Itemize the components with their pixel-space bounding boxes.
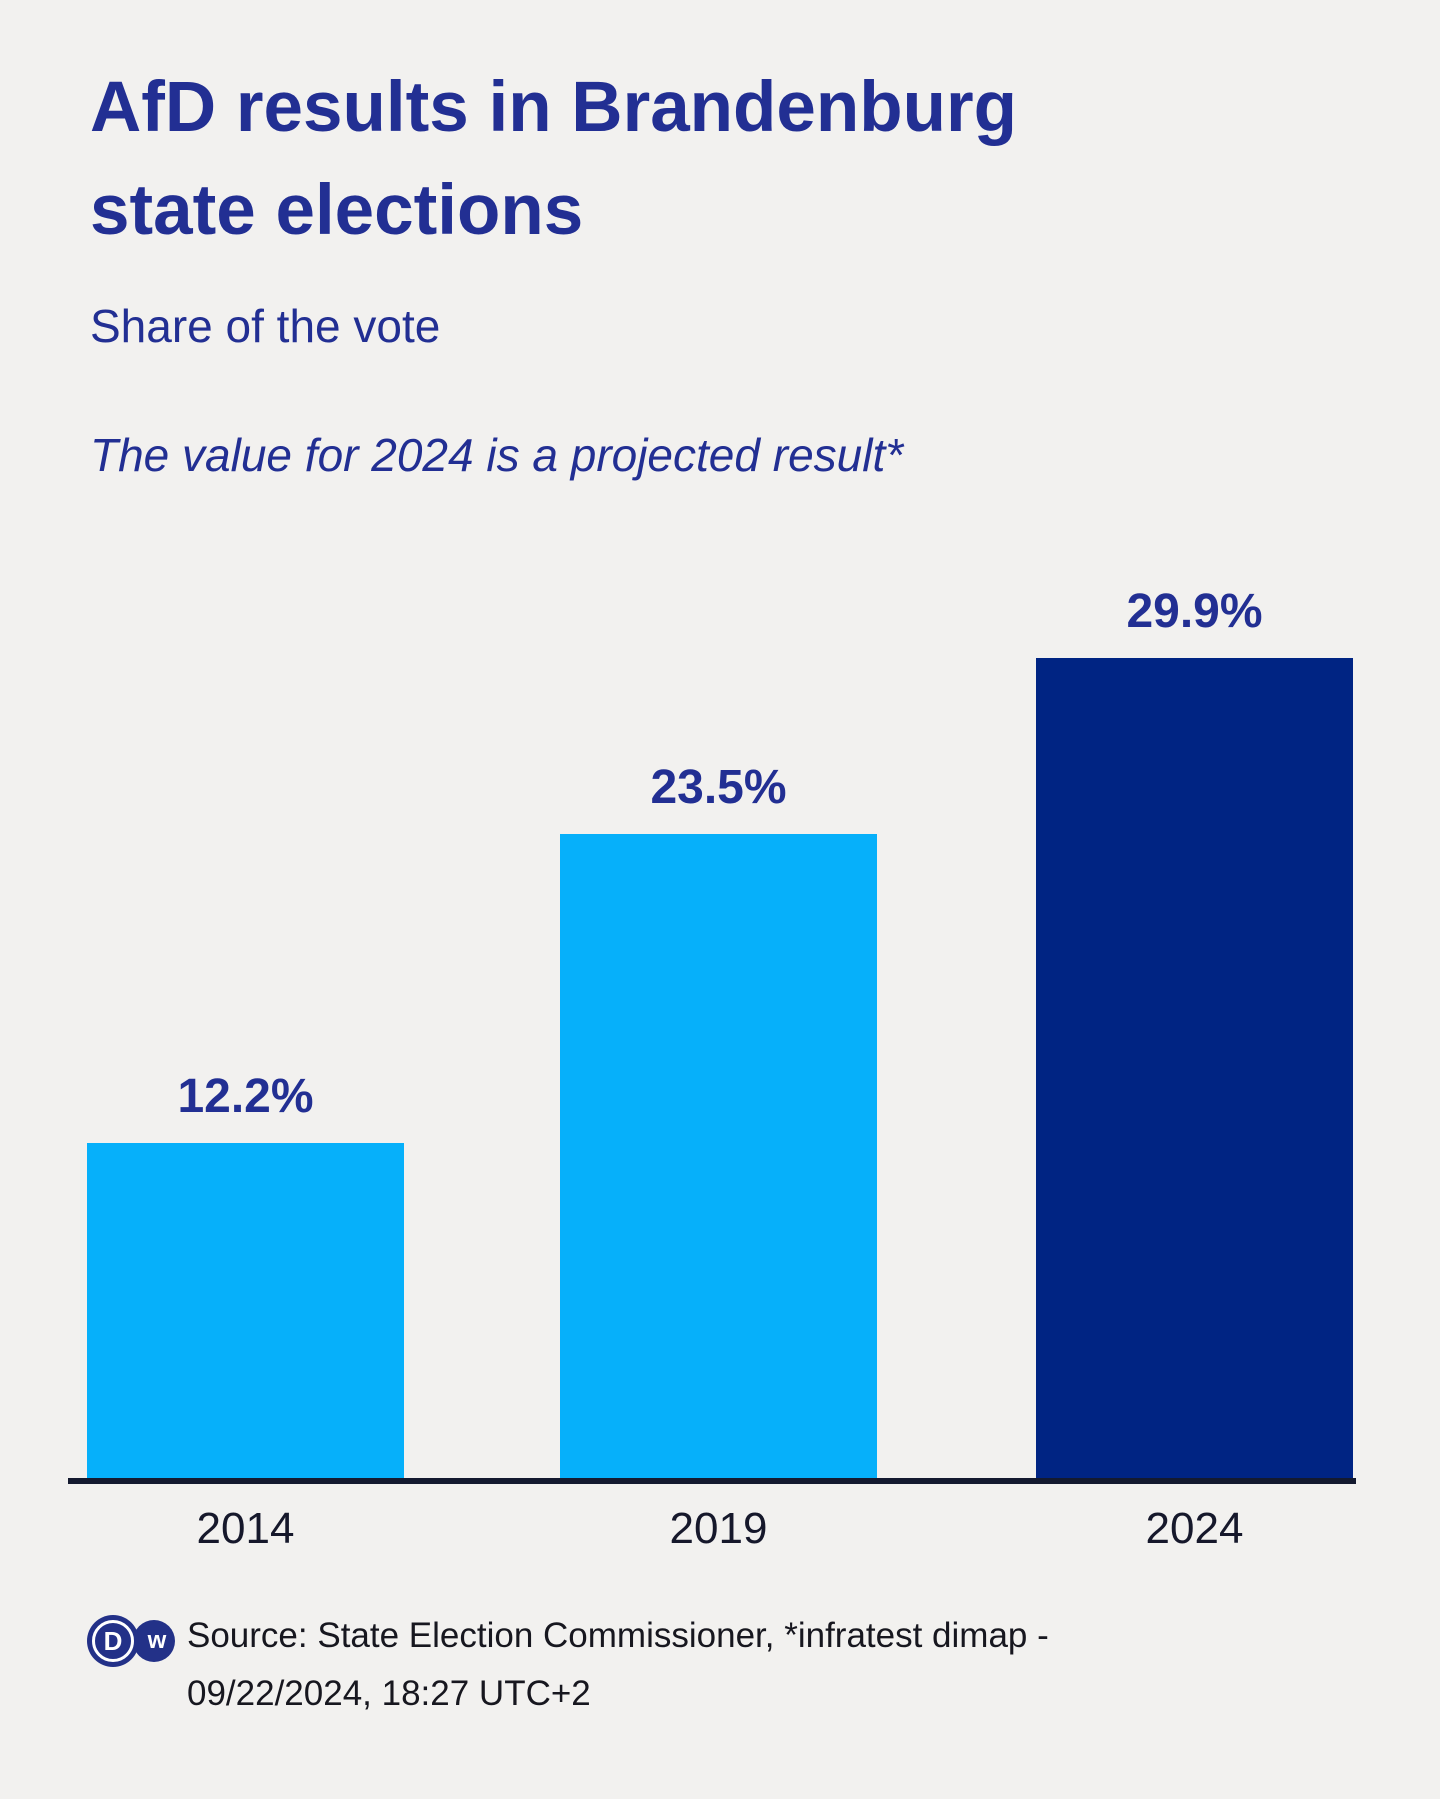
dw-logo-ring (92, 1620, 134, 1662)
source-line1: Source: State Election Commissioner, *in… (187, 1616, 1049, 1655)
chart-note: The value for 2024 is a projected result… (90, 429, 904, 481)
bar-value-label: 12.2% (177, 1070, 314, 1123)
page-title-line1: AfD results in Brandenburg (90, 68, 1018, 147)
source-text: Source: State Election Commissioner, *in… (187, 1607, 1049, 1723)
bar-value-label: 29.9% (1126, 585, 1263, 638)
x-axis-label-2019: 2019 (669, 1504, 768, 1553)
page-title: AfD results in Brandenburg state election… (90, 56, 1330, 262)
dw-logo-circle-d: D (87, 1615, 139, 1667)
page-title-line2: state elections (90, 171, 584, 250)
bar-value-label: 23.5% (650, 761, 787, 814)
bar-2014: 12.2% (87, 1073, 404, 1478)
dw-logo: D w (87, 1613, 175, 1669)
bar-2019: 23.5% (560, 764, 877, 1478)
dw-logo-letter-w: w (147, 1627, 167, 1654)
dw-logo-letter-d: D (103, 1626, 123, 1656)
dw-logo-circle-w: w (133, 1620, 175, 1662)
bar-chart: 12.2% 23.5% 29.9% 2014 2019 2024 (68, 588, 1356, 1551)
x-axis-label-2014: 2014 (196, 1504, 295, 1553)
bar-2024: 29.9% (1036, 588, 1353, 1478)
source-line2: 09/22/2024, 18:27 UTC+2 (187, 1674, 591, 1713)
footer: D w Source: State Election Commissioner,… (87, 1613, 1049, 1723)
x-axis-label-2024: 2024 (1145, 1504, 1244, 1553)
chart-subtitle: Share of the vote (90, 300, 441, 352)
